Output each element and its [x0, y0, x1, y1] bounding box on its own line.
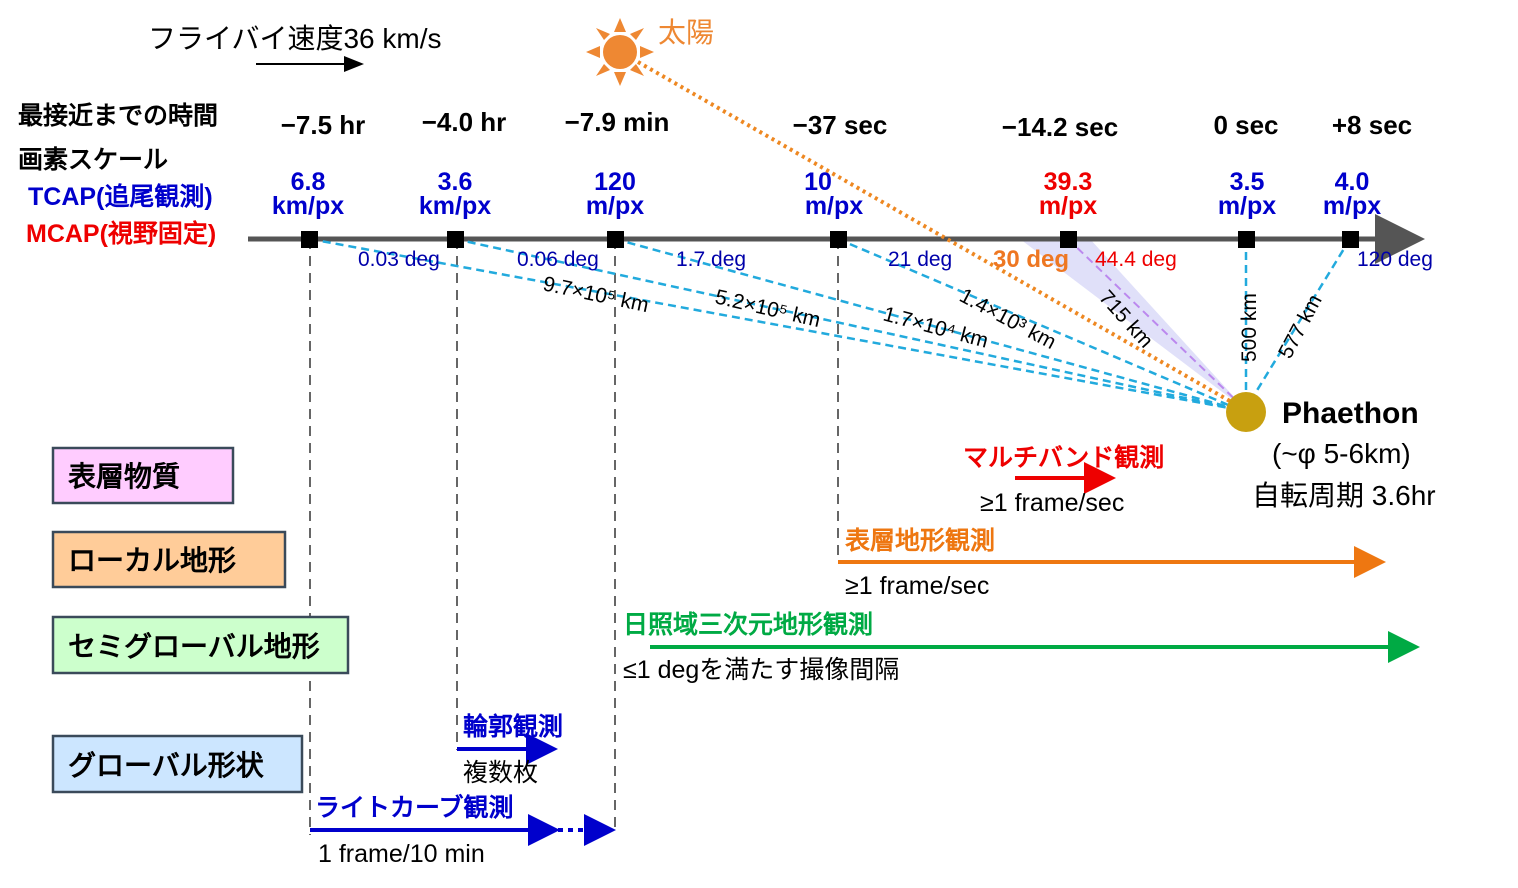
svg-text:ローカル地形: ローカル地形: [68, 545, 236, 576]
time-label: −4.0 hr: [422, 107, 507, 137]
category-surface-material: 表層物質: [51, 446, 235, 505]
contour-label: 輪郭観測: [463, 712, 563, 741]
phase-angle: 30 deg: [993, 246, 1069, 273]
distance-label: 500 km: [1238, 293, 1261, 362]
sun-icon: [586, 18, 654, 86]
target-name: Phaethon: [1282, 397, 1419, 430]
scale-unit: km/px: [272, 192, 344, 220]
category-local-topography: ローカル地形: [51, 530, 287, 589]
surface-rate: ≥1 frame/sec: [845, 572, 989, 600]
target-rotation: 自転周期 3.6hr: [1252, 480, 1436, 511]
sightlines: [309, 237, 1352, 412]
time-label: −7.9 min: [565, 107, 670, 137]
sunlit-label: 日照域三次元地形観測: [623, 610, 873, 639]
phase-angle: 44.4 deg: [1095, 248, 1177, 271]
scale-unit: m/px: [1218, 192, 1276, 220]
scale-value: 3.5: [1230, 168, 1265, 196]
scale-unit: m/px: [586, 192, 644, 220]
scale-value: 3.6: [438, 168, 473, 196]
tcap-label: TCAP(追尾観測): [28, 182, 213, 211]
category-semiglobal-topography: セミグローバル地形: [51, 615, 350, 675]
time-label: −37 sec: [793, 110, 888, 140]
target-size: (~φ 5-6km): [1272, 438, 1411, 469]
surface-label: 表層地形観測: [845, 526, 995, 555]
mcap-sightline: [1067, 238, 1247, 411]
timeline-dropdown-lines: [309, 239, 839, 835]
phase-shade: [1020, 239, 1246, 410]
time-label: −7.5 hr: [281, 110, 366, 140]
scale-value: 39.3: [1044, 168, 1093, 196]
sun-label: 太陽: [658, 17, 714, 48]
scale-unit: m/px: [805, 192, 863, 220]
time-label: 0 sec: [1213, 110, 1278, 140]
phase-angle: 21 deg: [888, 248, 952, 271]
scale-unit: m/px: [1323, 192, 1381, 220]
mcap-label: MCAP(視野固定): [26, 219, 216, 248]
phase-angle: 0.03 deg: [358, 248, 440, 271]
category-global-shape: グローバル形状: [51, 734, 304, 794]
time-row-label: 最接近までの時間: [18, 101, 218, 130]
lightcurve-label: ライトカーブ観測: [315, 793, 514, 822]
lightcurve-rate: 1 frame/10 min: [318, 840, 485, 868]
timeline-markers: [301, 231, 1359, 248]
scale-unit: m/px: [1039, 192, 1097, 220]
multiband-label: マルチバンド観測: [963, 443, 1164, 472]
svg-text:セミグローバル地形: セミグローバル地形: [68, 631, 320, 662]
multiband-rate: ≥1 frame/sec: [980, 489, 1124, 517]
phaethon-icon: [1226, 392, 1266, 432]
svg-text:表層物質: 表層物質: [68, 461, 180, 492]
phase-angle: 1.7 deg: [676, 248, 746, 271]
scale-value: 120: [594, 168, 636, 196]
scale-value: 6.8: [291, 168, 326, 196]
sunlit-rate: ≤1 degを満たす撮像間隔: [623, 656, 899, 684]
phase-angle: 0.06 deg: [517, 248, 599, 271]
phase-angle: 120 deg: [1357, 248, 1433, 271]
time-label: −14.2 sec: [1002, 112, 1118, 142]
time-label: +8 sec: [1332, 110, 1412, 140]
contour-rate: 複数枚: [463, 759, 538, 787]
scale-row-label: 画素スケール: [18, 146, 168, 174]
distance-label: 577 km: [1274, 291, 1327, 363]
svg-text:グローバル形状: グローバル形状: [68, 750, 265, 781]
scale-unit: km/px: [419, 192, 491, 220]
flyby-speed: フライバイ速度36 km/s: [148, 23, 441, 54]
scale-value: 4.0: [1335, 168, 1370, 196]
